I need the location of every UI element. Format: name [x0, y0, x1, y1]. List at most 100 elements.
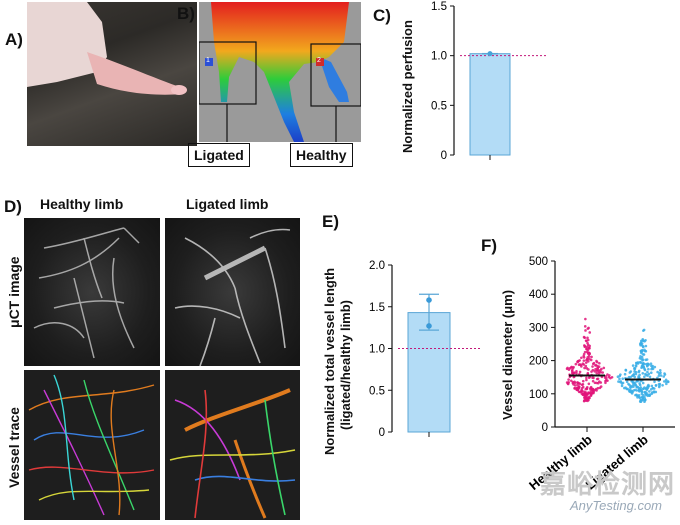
f-ytick-label: 500: [529, 256, 548, 268]
e-point: [426, 297, 432, 303]
f-dot: [638, 376, 641, 379]
f-scatter-1: [616, 328, 670, 404]
f-dot: [631, 364, 635, 367]
watermark-en: AnyTesting.com: [570, 498, 663, 513]
f-dot: [649, 362, 653, 366]
f-dot: [650, 392, 654, 395]
watermark-cn: 嘉峪检测网: [540, 469, 676, 499]
f-dot: [568, 367, 572, 370]
f-dot: [647, 393, 650, 397]
f-dot: [587, 343, 590, 347]
f-dot: [587, 395, 591, 399]
trace-healthy-lines: [28, 374, 155, 516]
f-dot: [644, 372, 647, 376]
panel-f-letter: F): [481, 236, 498, 255]
f-dot: [629, 370, 633, 373]
f-dot: [581, 383, 585, 386]
f-dot: [642, 387, 646, 390]
f-dot: [592, 361, 596, 365]
panel-e-ylabel-line2: (ligated/healthy limb): [338, 299, 353, 430]
f-dot: [648, 390, 651, 393]
f-dot: [578, 370, 582, 374]
f-dot: [593, 381, 597, 385]
f-dot: [651, 367, 655, 371]
perfusion-chart: 0 0.5 1.0 1.5: [431, 1, 546, 162]
f-dot: [595, 371, 598, 375]
f-dot: [629, 384, 633, 388]
f-dot: [587, 368, 590, 371]
f-dot: [584, 364, 588, 368]
f-dot: [625, 387, 629, 391]
f-dot: [577, 386, 581, 390]
f-dot: [566, 382, 570, 385]
f-dot: [634, 372, 638, 376]
f-dot: [643, 375, 646, 379]
perfusion-image: 1 2: [198, 2, 362, 142]
f-dot: [589, 392, 593, 396]
f-dot: [582, 335, 586, 339]
f-dot: [639, 339, 643, 343]
f-dot: [580, 356, 583, 360]
f-dot: [598, 386, 602, 390]
f-ytick-label: 300: [529, 322, 548, 334]
f-dot: [649, 388, 653, 391]
f-dot: [577, 363, 581, 367]
f-dot: [591, 376, 594, 380]
f-dot: [586, 338, 590, 342]
e-ytick-label: 0.5: [369, 385, 385, 397]
f-dot: [585, 387, 589, 390]
f-dot: [618, 374, 622, 378]
col-ligated-limb: Ligated limb: [186, 196, 269, 212]
f-dot: [638, 382, 641, 385]
f-dot: [583, 366, 586, 370]
f-dot: [584, 329, 587, 332]
e-ytick-label: 1.0: [369, 344, 385, 356]
f-dot: [623, 372, 627, 376]
f-dot: [610, 375, 614, 379]
panel-f-ylabel: Vessel diameter (μm): [500, 289, 515, 420]
f-dot: [583, 350, 587, 354]
f-dot: [634, 370, 638, 374]
f-dot: [588, 357, 591, 361]
f-dot: [606, 373, 609, 376]
f-dot: [635, 385, 638, 388]
f-dot: [599, 381, 603, 384]
f-dot: [601, 371, 605, 374]
f-dot: [574, 362, 578, 366]
f-dot: [583, 399, 586, 402]
f-dot: [657, 374, 661, 377]
e-ytick-label: 1.5: [369, 302, 385, 314]
f-dot: [646, 370, 649, 374]
f-dot: [666, 380, 670, 384]
ligated-label: Ligated: [188, 143, 250, 167]
f-dot: [637, 389, 641, 392]
f-dot: [643, 400, 646, 404]
limb-photo: [27, 2, 197, 146]
f-dot: [566, 366, 569, 370]
uct-ligated-vessels: [174, 228, 291, 367]
f-dot: [624, 368, 628, 372]
f-dot: [586, 336, 589, 340]
f-dot: [567, 378, 570, 381]
f-dot: [648, 375, 652, 379]
f-dot: [584, 317, 587, 321]
roi-2-number: 2: [317, 57, 321, 64]
f-dot: [637, 370, 641, 374]
f-dot: [631, 390, 634, 394]
f-dot: [587, 326, 590, 330]
f-dot: [573, 384, 577, 387]
f-dot: [647, 383, 650, 387]
f-dot: [620, 384, 624, 388]
vessel-length-chart: 0 0.5 1.0 1.5 2.0: [369, 260, 482, 439]
f-dot: [580, 392, 584, 395]
f-dot: [587, 392, 590, 395]
f-dot: [621, 377, 625, 381]
f-dot: [641, 372, 645, 375]
f-dot: [642, 329, 645, 332]
f-dot: [585, 378, 588, 382]
f-dot: [582, 359, 586, 362]
f-dot: [587, 346, 591, 349]
f-dot: [595, 360, 599, 364]
f-dot: [656, 370, 659, 374]
